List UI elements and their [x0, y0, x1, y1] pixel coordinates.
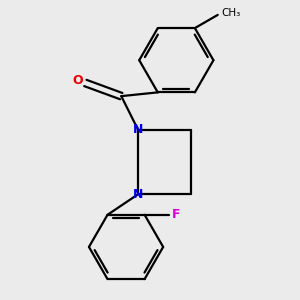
Text: N: N [133, 188, 143, 201]
Text: N: N [133, 123, 143, 136]
Text: F: F [172, 208, 181, 221]
Text: CH₃: CH₃ [221, 8, 241, 17]
Text: O: O [73, 74, 83, 87]
